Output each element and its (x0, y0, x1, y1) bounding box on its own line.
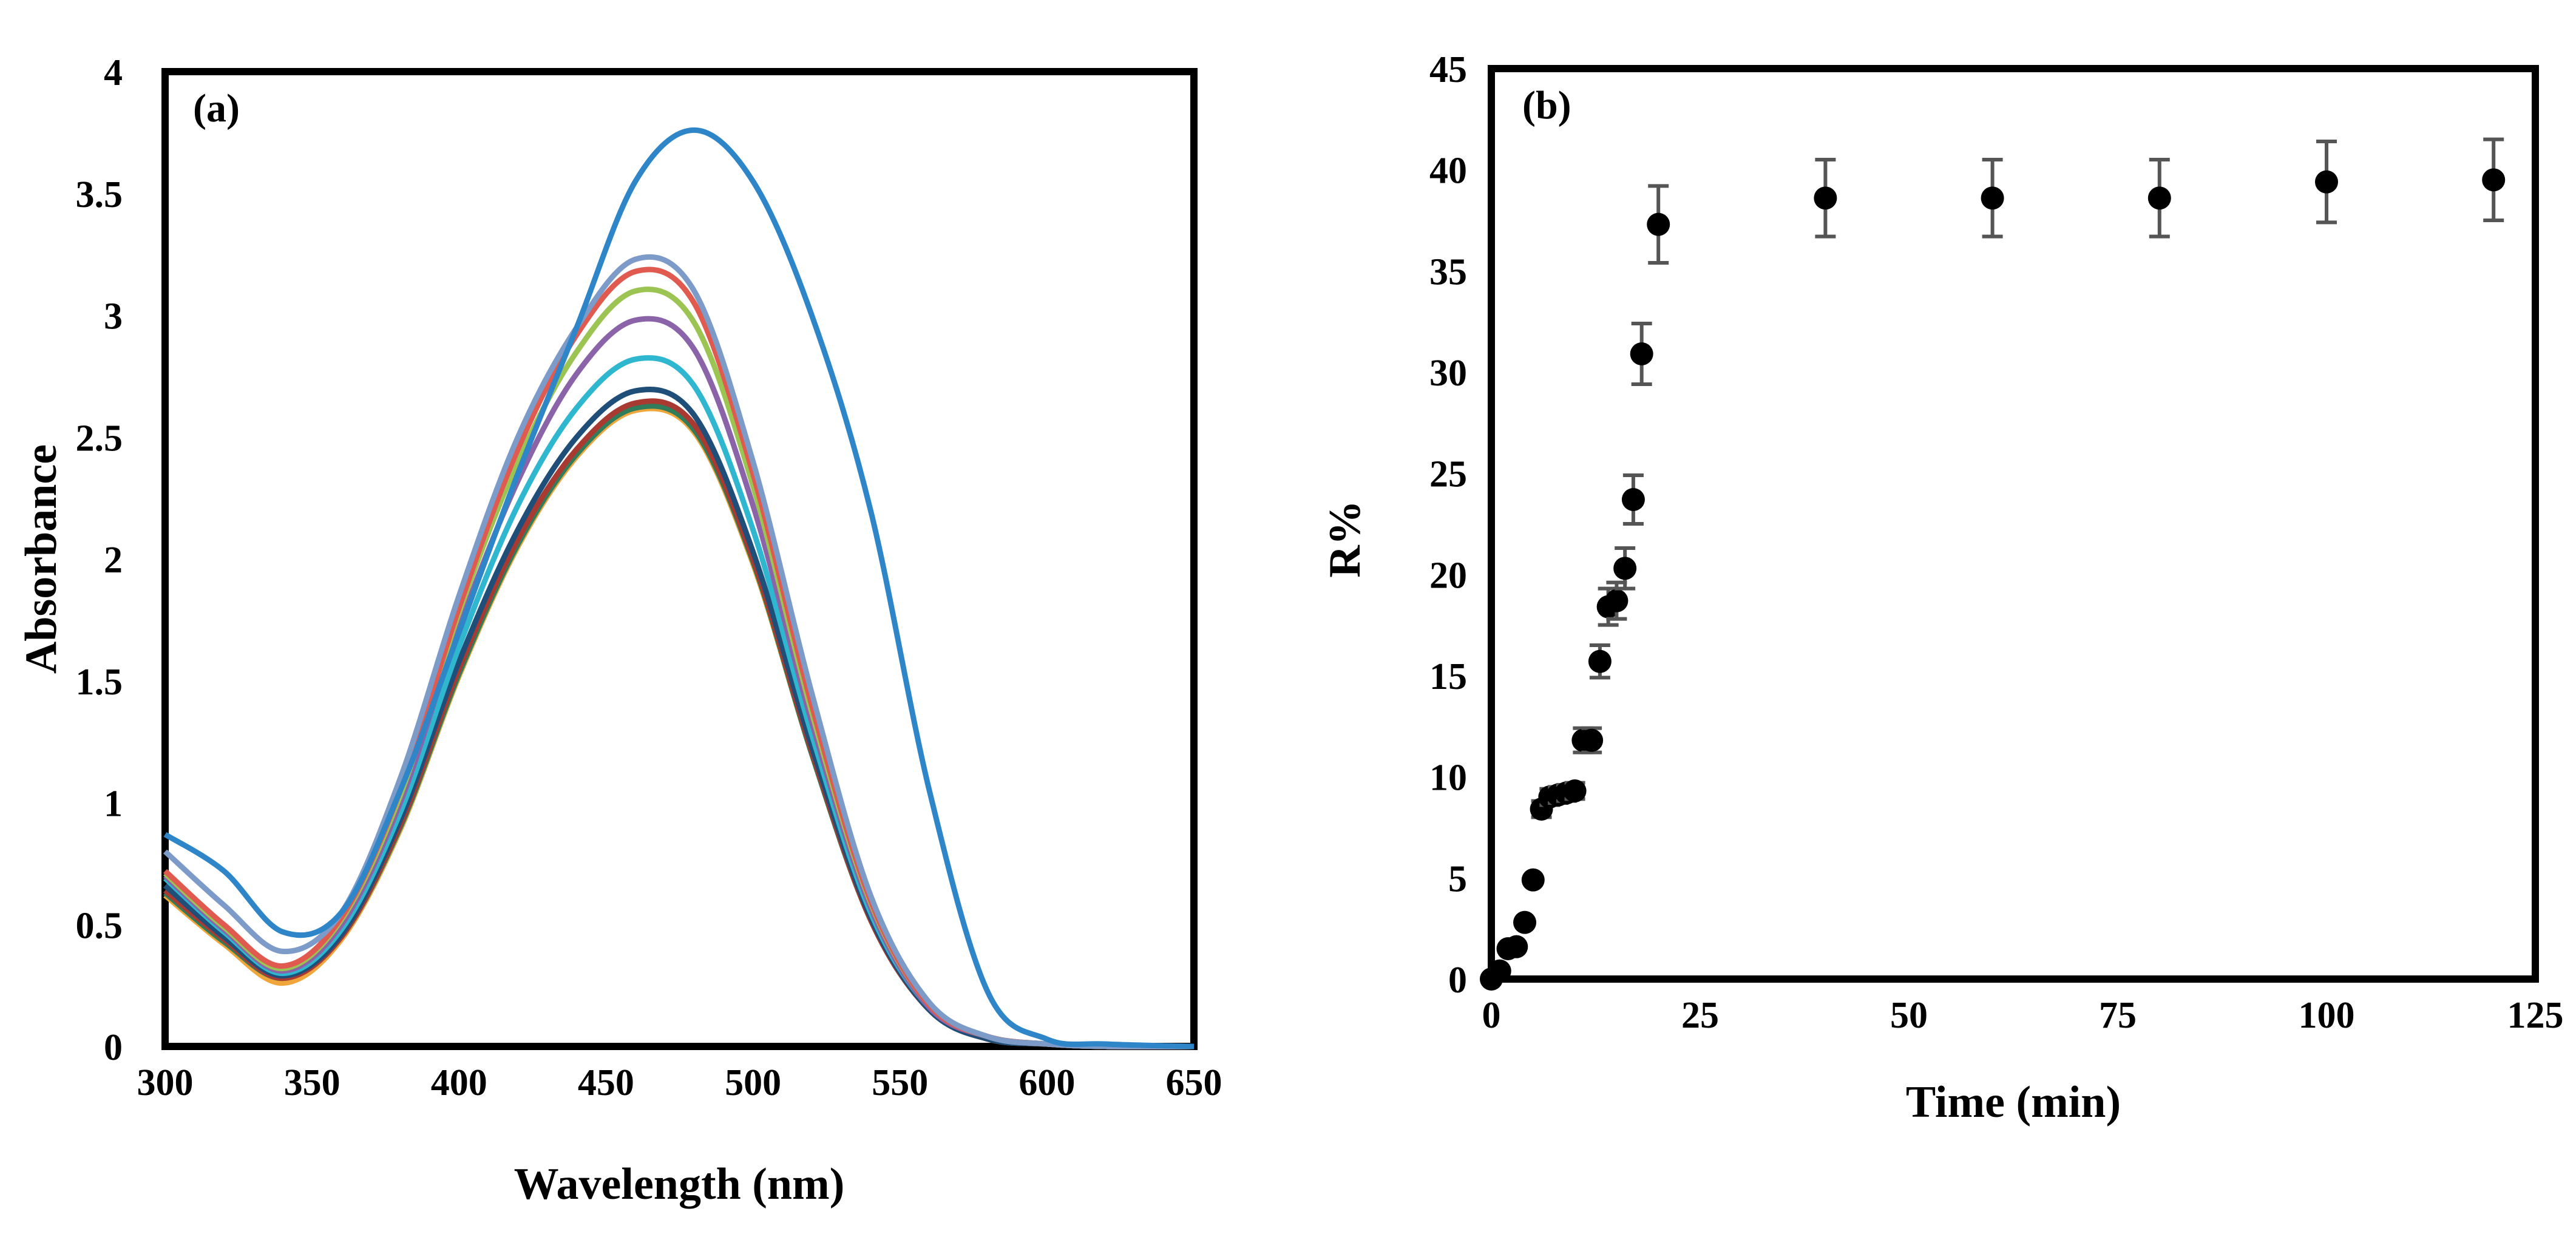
chart-a-y-tick-label: 1 (104, 784, 123, 825)
chart-a-y-tick-label: 3.5 (76, 174, 123, 215)
chart-b-y-tick-label: 45 (1429, 49, 1467, 90)
chart-b-data-point (1613, 557, 1637, 580)
chart-a-x-tick-label: 300 (137, 1062, 194, 1103)
chart-b-data-point (1605, 589, 1629, 612)
chart-a-panel-label: (a) (193, 86, 240, 131)
chart-a-y-tick-label: 3 (104, 296, 123, 337)
chart-b-x-tick-label: 25 (1681, 995, 1719, 1036)
chart-a-y-tick-label: 2.5 (76, 418, 123, 459)
chart-a-x-tick-label: 400 (431, 1062, 487, 1103)
chart-a-series-initial-line (163, 127, 1195, 1049)
chart-b-plot-frame (1488, 65, 2539, 983)
chart-a-y-tick-label: 4 (104, 52, 123, 93)
chart-b-y-tick-label: 0 (1448, 960, 1467, 1001)
chart-b-x-tick-label: 125 (2507, 995, 2564, 1036)
chart-b-y-tick-label: 5 (1448, 858, 1467, 900)
chart-b-y-tick-label: 20 (1429, 555, 1467, 596)
chart-a-y-tick-label: 2 (104, 540, 123, 581)
chart-a-x-axis-label: Wavelength (nm) (514, 1159, 845, 1209)
chart-b-y-tick-label: 35 (1429, 251, 1467, 293)
chart-a-x-tick-label: 600 (1019, 1062, 1075, 1103)
chart-b-data-point (1814, 186, 1837, 210)
chart-b-data-point (1580, 728, 1604, 752)
chart-b-data-point (1630, 342, 1653, 365)
chart-a-x-tick-label: 550 (872, 1062, 928, 1103)
chart-b-x-tick-label: 75 (2099, 995, 2137, 1036)
chart-a-plot-border (164, 70, 1195, 1048)
chart-b-data-point (2315, 170, 2338, 194)
chart-b-y-tick-label: 25 (1429, 454, 1467, 495)
chart-b-data-point (1513, 910, 1537, 934)
chart-b-x-tick-label: 0 (1482, 995, 1501, 1036)
chart-b-data-point (1488, 959, 1511, 983)
chart-b-y-tick-label: 30 (1429, 353, 1467, 394)
chart-b-y-tick-label: 10 (1429, 758, 1467, 799)
chart-b-panel: 0 25 50 75 100 125 0 5 10 15 20 25 30 35 40 45 (b) Time… (1320, 49, 2564, 1127)
chart-a-panel: 300 350 400 450 500 550 600 650 0 0.5 1 1.5 2 2.5 3 3.5… (16, 52, 1222, 1209)
chart-b-x-tick-label: 50 (1890, 995, 1928, 1036)
chart-a-y-tick-label: 0.5 (76, 905, 123, 946)
chart-a-x-tick-label: 450 (578, 1062, 634, 1103)
chart-a-x-tick-label: 350 (284, 1062, 341, 1103)
chart-a-x-tick-label: 650 (1166, 1062, 1222, 1103)
chart-a-x-tick-label: 500 (725, 1062, 781, 1103)
chart-b-x-tick-label: 100 (2299, 995, 2355, 1036)
chart-a-y-tick-label: 1.5 (76, 662, 123, 703)
chart-b-data-point (1981, 186, 2004, 210)
chart-b-y-tick-label: 40 (1429, 151, 1467, 192)
chart-b-data-point (2147, 186, 2171, 210)
chart-b-data-point (1621, 488, 1645, 511)
chart-b-y-axis-label: R% (1320, 500, 1370, 577)
chart-a-y-tick-label: 0 (104, 1027, 123, 1068)
chart-b-data-point (1563, 779, 1587, 802)
chart-b-data-point (2482, 168, 2506, 192)
chart-a-y-axis-label: Absorbance (16, 444, 66, 674)
chart-b-y-tick-label: 15 (1429, 656, 1467, 697)
chart-b-data-point (1588, 649, 1612, 673)
chart-b-data-point (1647, 212, 1670, 236)
chart-b-x-axis-label: Time (min) (1906, 1077, 2121, 1127)
chart-b-panel-label: (b) (1522, 83, 1571, 127)
chart-b-data-point (1505, 935, 1528, 958)
chart-b-data-point (1521, 868, 1545, 892)
